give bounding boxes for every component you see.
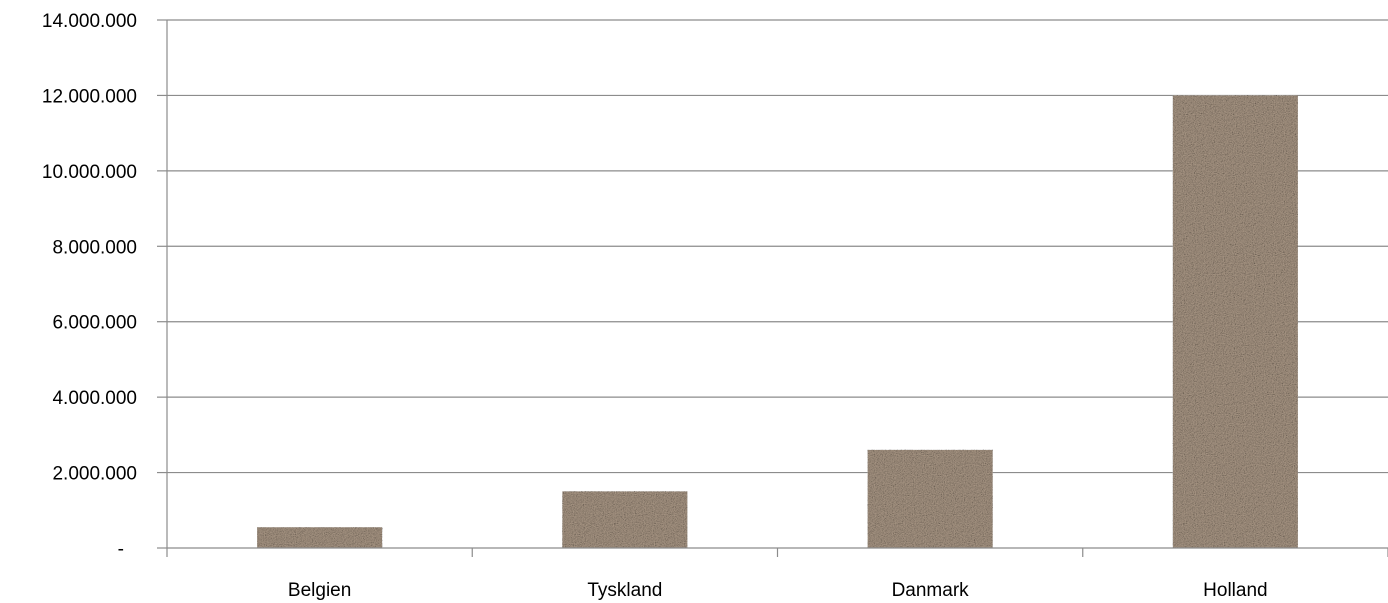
y-axis-tick-labels: - 2.000.000 4.000.000 6.000.000 8.000.000 10.…: [42, 11, 137, 560]
bar-holland: [1173, 95, 1298, 548]
bar-belgien: [257, 527, 382, 548]
y-tick-label: -: [118, 539, 124, 560]
y-tick-label: 4.000.000: [52, 388, 137, 409]
y-tick-label: 14.000.000: [42, 11, 137, 32]
x-tick-label: Holland: [1203, 580, 1267, 601]
y-tick-label: 8.000.000: [52, 237, 137, 258]
x-axis-tick-labels: Belgien Tyskland Danmark Holland: [288, 580, 1268, 601]
x-tick-label: Danmark: [892, 580, 970, 601]
y-tick-label: 10.000.000: [42, 162, 137, 183]
y-tick-label: 2.000.000: [52, 464, 137, 485]
x-tick-label: Tyskland: [587, 580, 662, 601]
y-tick-label: 12.000.000: [42, 86, 137, 107]
x-tick-label: Belgien: [288, 580, 351, 601]
y-tick-label: 6.000.000: [52, 313, 137, 334]
bar-tyskland: [562, 491, 687, 548]
bar-danmark: [868, 450, 993, 548]
